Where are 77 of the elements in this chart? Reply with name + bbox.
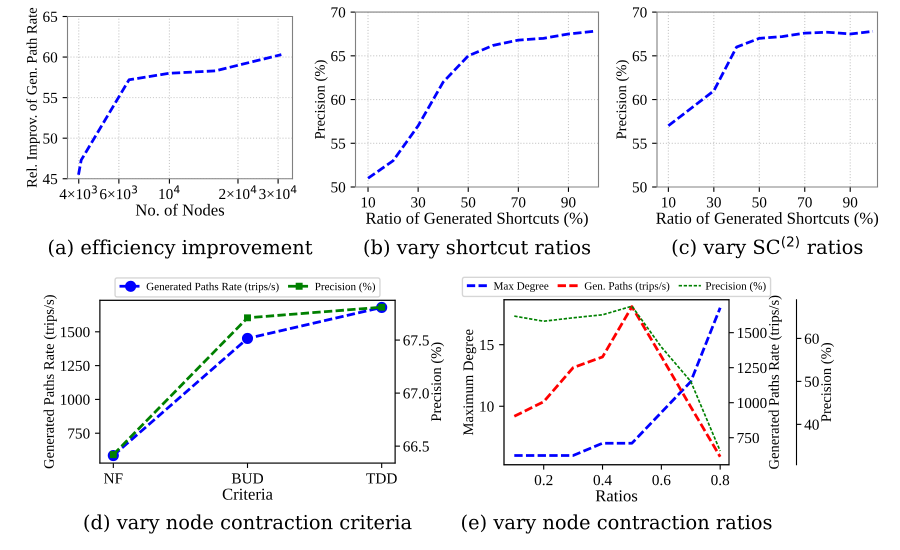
x-axis-title: Ratio of Generated Shortcuts (%)	[656, 212, 878, 228]
x-axis-title: Criteria	[222, 488, 273, 500]
y2-tick-label: 750	[738, 432, 759, 444]
x-tick-label: 3×10$^{4}$	[259, 185, 297, 200]
y-axis-title: Rel. Improv. of Gen. Path Rate	[26, 8, 40, 188]
text: (a) efficiency improvement	[48, 239, 312, 258]
y-axis-title: Precision (%)	[616, 60, 630, 140]
y2-tick-label: 1250	[738, 362, 767, 374]
y3-axis-title: Precision (%)	[820, 343, 834, 422]
legend-label: Precision (%)	[315, 282, 376, 293]
y2-axis-title: Generated Paths Rate (trips/s)	[768, 296, 782, 469]
y-tick-label: 1250	[60, 360, 90, 372]
y-tick-label: 65	[632, 51, 647, 62]
y2-axis-title: Precision (%)	[430, 342, 444, 422]
y-axis-title: Maximum Degree	[463, 330, 476, 436]
y-tick-label: 55	[331, 138, 346, 149]
x-tick-label: 10	[362, 197, 376, 208]
x-tick-label: 10	[662, 197, 676, 208]
x-tick-label: 0.6	[652, 474, 670, 486]
y-tick-label: 60	[632, 94, 647, 105]
x-tick-label: 2×10$^{4}$	[219, 185, 256, 200]
x-tick-label: 6×10$^{3}$	[100, 185, 138, 200]
x-tick-label: 50	[752, 197, 766, 208]
y-tick-label: 55	[43, 92, 58, 104]
y-axis-title: Generated Paths Rate (trips/s)	[44, 295, 57, 468]
text: (d) vary node contraction criteria	[84, 514, 412, 534]
x-tick-label: BUD	[232, 473, 264, 484]
x-axis-title: No. of Nodes	[136, 204, 224, 216]
line-series	[666, 30, 874, 128]
y2-tick-label: 67.0	[403, 388, 429, 399]
legend-label: Generated Paths Rate (trips/s)	[146, 282, 279, 293]
y2-tick-label: 66.5	[403, 441, 429, 452]
y-tick-label: 50	[43, 133, 58, 144]
legend-label: Gen. Paths (trips/s)	[584, 282, 670, 292]
x-axis-title: Ratios	[596, 490, 638, 502]
x-tick-label: 30	[706, 197, 721, 208]
y-tick-label: 750	[68, 428, 90, 439]
y-tick-label: 70	[633, 7, 647, 18]
x-tick-label: 4×10$^{3}$	[60, 185, 97, 200]
y-tick-label: 45	[42, 174, 58, 184]
y-tick-label: 1500	[60, 326, 90, 338]
y3-tick-label: 50	[805, 376, 819, 387]
y2-tick-label: 1500	[738, 328, 767, 338]
x-tick-label: 50	[461, 197, 476, 208]
y2-tick-label: 67.5	[403, 335, 429, 346]
point	[242, 332, 254, 344]
x-tick-label: 0.4	[594, 474, 612, 486]
text: (b) vary shortcut ratios	[364, 239, 590, 258]
y3-tick-label: 60	[804, 334, 819, 344]
x-tick-label: TDD	[366, 473, 397, 484]
y-tick-label: 1000	[60, 394, 90, 405]
y3-tick-label: 40	[804, 420, 819, 430]
x-tick-label: 70	[512, 197, 526, 208]
legend-label: Max Degree	[494, 282, 548, 292]
x-tick-label: 90	[561, 197, 576, 208]
x-tick-label: 0.8	[711, 474, 730, 486]
legend-label: Precision (%)	[706, 282, 766, 292]
x-tick-label: 70	[798, 197, 812, 208]
x-tick-label: NF	[104, 473, 123, 484]
y-tick-label: 65	[331, 51, 346, 62]
y-tick-label: 55	[632, 138, 647, 149]
x-tick-label: 0.2	[534, 474, 552, 486]
y-axis-title: Precision (%)	[314, 60, 328, 140]
x-tick-label: 30	[411, 197, 426, 208]
y-tick-label: 70	[332, 7, 346, 18]
text: (c) vary SC$^{(2)}$ ratios	[672, 236, 862, 258]
x-tick-label: 10$^{4}$	[159, 185, 180, 200]
y-tick-label: 60	[331, 94, 346, 105]
line-series	[366, 30, 595, 180]
point	[244, 314, 251, 322]
x-axis-title: Ratio of Generated Shortcuts (%)	[366, 212, 588, 228]
x-tick-label: 90	[843, 197, 858, 208]
text: (e) vary node contraction ratios	[462, 514, 772, 534]
y-tick-label: 15	[480, 340, 494, 350]
y-tick-label: 65	[43, 12, 58, 22]
y2-tick-label: 1000	[738, 398, 767, 408]
y-tick-label: 60	[43, 52, 58, 63]
